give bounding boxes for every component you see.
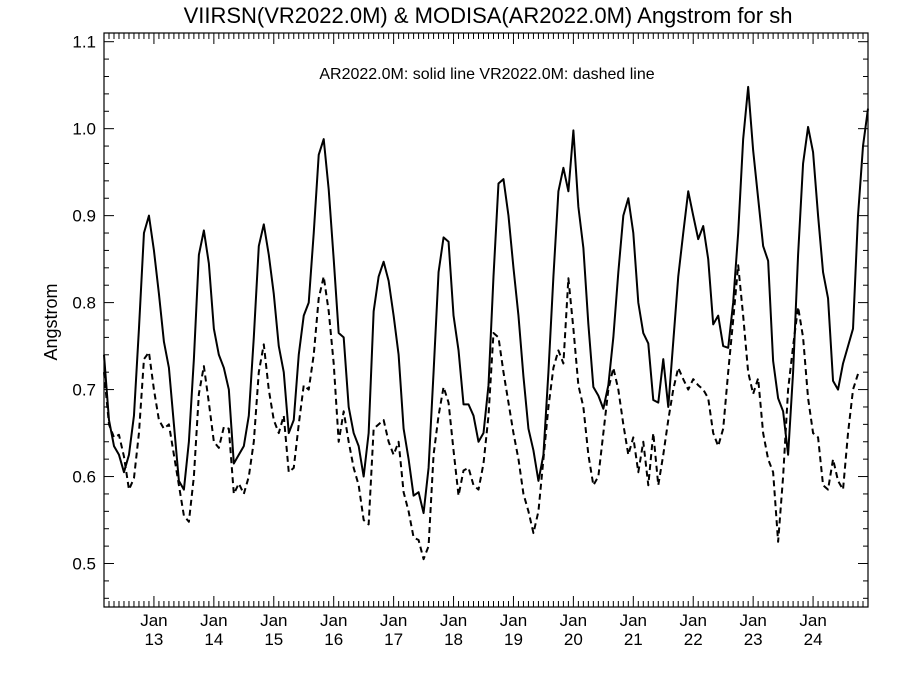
x-tick-label-year: 17 (384, 630, 403, 649)
line-style-legend-note: AR2022.0M: solid line VR2022.0M: dashed … (319, 66, 654, 83)
x-tick-label-month: Jan (440, 611, 467, 630)
x-tick-label-month: Jan (799, 611, 826, 630)
chart-title: VIIRSN(VR2022.0M) & MODISA(AR2022.0M) An… (184, 3, 793, 28)
x-tick-label-year: 22 (684, 630, 703, 649)
y-tick-label: 1.0 (72, 120, 96, 139)
y-tick-label: 0.8 (72, 294, 96, 313)
x-tick-label-year: 14 (204, 630, 223, 649)
x-tick-label-month: Jan (620, 611, 647, 630)
series-line-ar2022-0m (103, 85, 869, 515)
x-tick-label-year: 23 (744, 630, 763, 649)
x-tick-label-year: 15 (264, 630, 283, 649)
x-tick-label-year: 21 (624, 630, 643, 649)
x-tick-label-year: 16 (324, 630, 343, 649)
y-tick-label: 1.1 (72, 33, 96, 52)
x-tick-label-year: 18 (444, 630, 463, 649)
y-tick-label: 0.7 (72, 381, 96, 400)
y-axis-label: Angstrom (41, 283, 61, 360)
x-tick-label-month: Jan (560, 611, 587, 630)
x-tick-label-month: Jan (260, 611, 287, 630)
plot-frame (103, 32, 869, 608)
axis-ticks (103, 33, 869, 607)
series-layer (103, 85, 869, 561)
x-tick-label-month: Jan (380, 611, 407, 630)
y-tick-label: 0.6 (72, 468, 96, 487)
x-tick-label-year: 19 (504, 630, 523, 649)
x-tick-label-month: Jan (739, 611, 766, 630)
series-line-vr2022-0m (103, 264, 859, 561)
x-tick-label-month: Jan (200, 611, 227, 630)
x-tick-label-month: Jan (140, 611, 167, 630)
x-tick-label-month: Jan (500, 611, 527, 630)
x-tick-label-month: Jan (320, 611, 347, 630)
x-tick-labels: Jan13Jan14Jan15Jan16Jan17Jan18Jan19Jan20… (140, 611, 827, 649)
y-tick-label: 0.5 (72, 555, 96, 574)
x-tick-label-year: 13 (144, 630, 163, 649)
x-tick-label-year: 24 (804, 630, 823, 649)
x-tick-label-month: Jan (680, 611, 707, 630)
y-tick-labels: 0.5 0.6 0.7 0.8 0.9 1.0 1.1 (72, 33, 96, 574)
y-tick-label: 0.9 (72, 207, 96, 226)
x-tick-label-year: 20 (564, 630, 583, 649)
